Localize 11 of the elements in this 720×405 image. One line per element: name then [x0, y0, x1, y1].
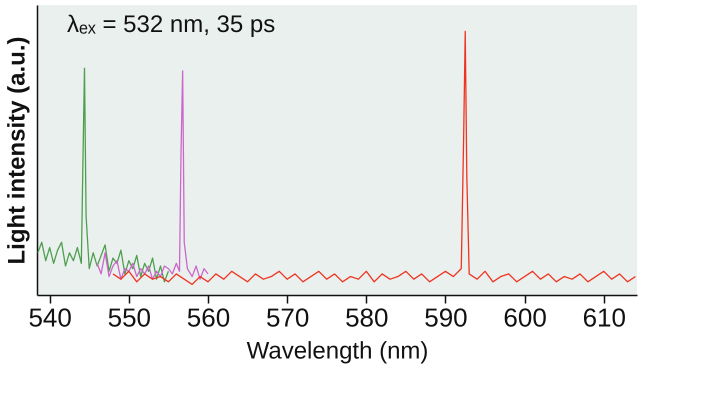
x-tick-label: 560 — [186, 302, 230, 332]
x-tick-label: 580 — [345, 302, 388, 332]
x-tick-label: 600 — [503, 302, 547, 332]
x-tick-label: 610 — [582, 302, 626, 332]
x-tick-label: 570 — [266, 302, 310, 332]
x-tick-label: 590 — [424, 302, 468, 332]
x-tick-label: 540 — [28, 302, 72, 332]
x-tick-label: 550 — [108, 302, 152, 332]
y-axis-title: Light intensity (a.u.) — [4, 36, 30, 264]
x-axis-title: Wavelength (nm) — [246, 338, 428, 364]
annotation: λₑₓ = 532 nm, 35 ps — [67, 11, 276, 38]
